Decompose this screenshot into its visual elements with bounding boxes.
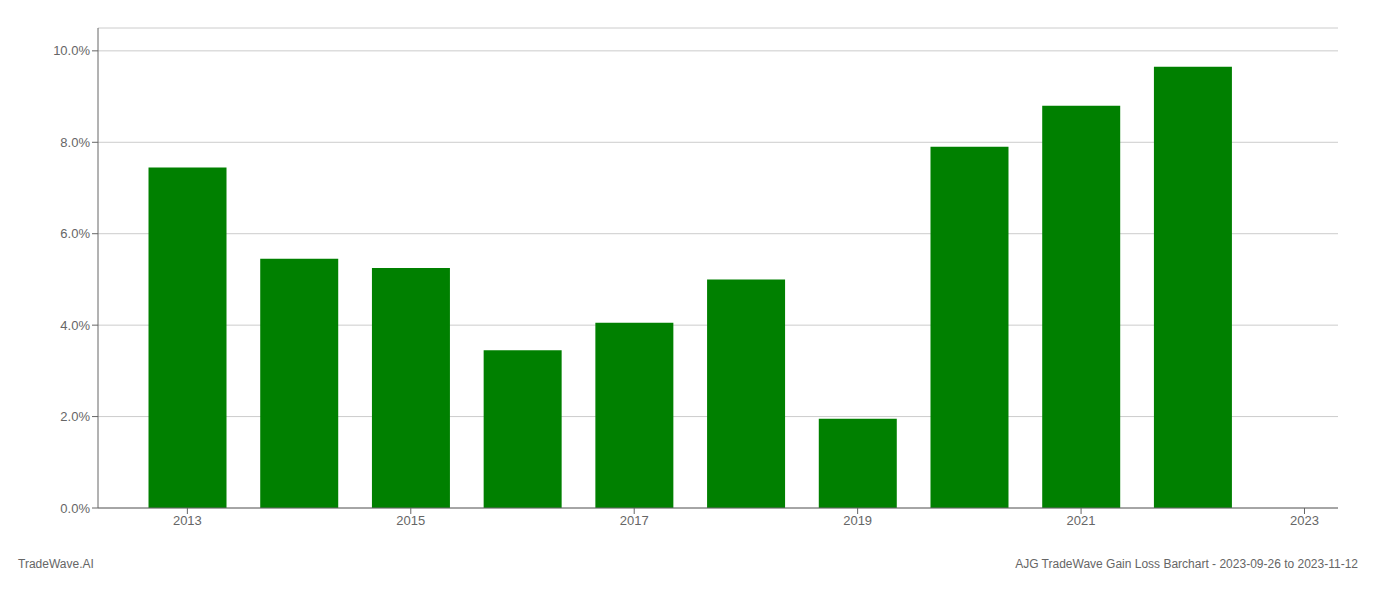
svg-text:2021: 2021 (1067, 513, 1096, 528)
svg-text:0.0%: 0.0% (60, 501, 90, 516)
svg-text:2.0%: 2.0% (60, 409, 90, 424)
svg-text:4.0%: 4.0% (60, 318, 90, 333)
svg-text:2017: 2017 (620, 513, 649, 528)
svg-text:2019: 2019 (843, 513, 872, 528)
svg-text:2015: 2015 (396, 513, 425, 528)
svg-text:10.0%: 10.0% (53, 43, 90, 58)
svg-text:8.0%: 8.0% (60, 135, 90, 150)
svg-text:2013: 2013 (173, 513, 202, 528)
html-text:AJG TradeWave Gain Loss Barcha: AJG TradeWave Gain Loss Barchart - 2023-… (1015, 557, 1358, 571)
html-text:TradeWave.AI: TradeWave.AI (18, 557, 94, 571)
svg-text:6.0%: 6.0% (60, 226, 90, 241)
svg-text:2023: 2023 (1290, 513, 1319, 528)
